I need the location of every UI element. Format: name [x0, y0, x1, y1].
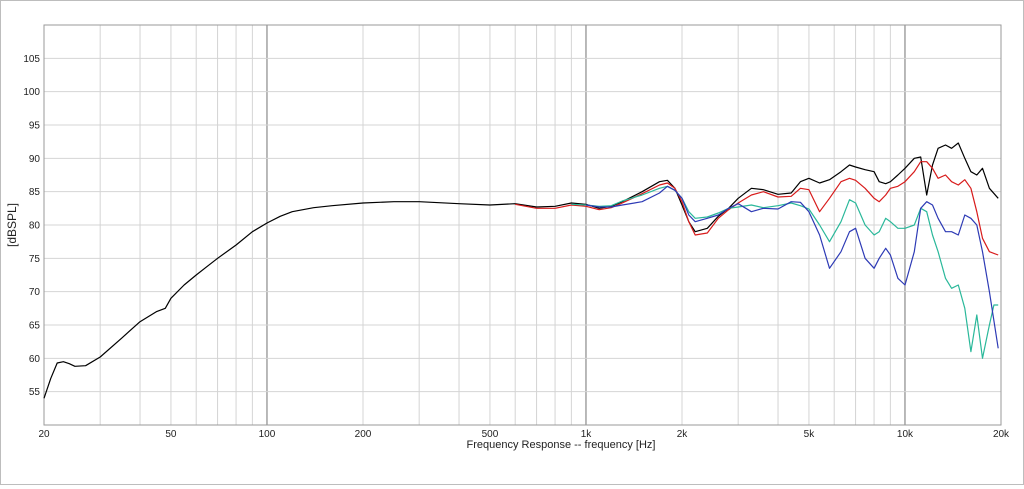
series-group	[43, 142, 999, 399]
x-tick-labels: 20 50 100 200 500 1k 2k 5k 10k 20k	[38, 429, 1010, 440]
series-line-2	[515, 161, 999, 256]
y-tick-label: 90	[29, 154, 41, 165]
x-tick-label: 20k	[993, 429, 1010, 440]
x-tick-label: 2k	[677, 429, 689, 440]
grid	[43, 25, 1002, 425]
x-tick-label: 100	[259, 429, 276, 440]
y-axis-label: [dBSPL]	[5, 203, 19, 247]
series-line-1	[43, 142, 999, 399]
x-tick-label: 50	[165, 429, 177, 440]
y-tick-label: 75	[29, 254, 41, 265]
y-tick-label: 60	[29, 354, 41, 365]
y-tick-label: 80	[29, 221, 41, 232]
x-tick-label: 5k	[804, 429, 816, 440]
y-tick-label: 95	[29, 121, 41, 132]
y-tick-label: 55	[29, 387, 41, 398]
y-tick-label: 65	[29, 321, 41, 332]
series-line-3	[571, 185, 999, 359]
y-tick-label: 85	[29, 187, 41, 198]
x-tick-label: 1k	[581, 429, 593, 440]
y-tick-label: 105	[23, 54, 40, 65]
y-tick-labels: 55 60 65 70 75 80 85 90 95 100 105	[23, 54, 40, 398]
plot-border	[43, 24, 1002, 426]
x-tick-label: 500	[482, 429, 499, 440]
x-axis-label: Frequency Response -- frequency [Hz]	[467, 439, 656, 451]
y-tick-label: 100	[23, 87, 40, 98]
plot-area-border	[43, 24, 1002, 426]
series-line-4	[585, 185, 999, 349]
x-tick-label: 20	[38, 429, 50, 440]
x-tick-label: 200	[355, 429, 372, 440]
y-tick-label: 70	[29, 287, 41, 298]
x-tick-label: 10k	[897, 429, 914, 440]
